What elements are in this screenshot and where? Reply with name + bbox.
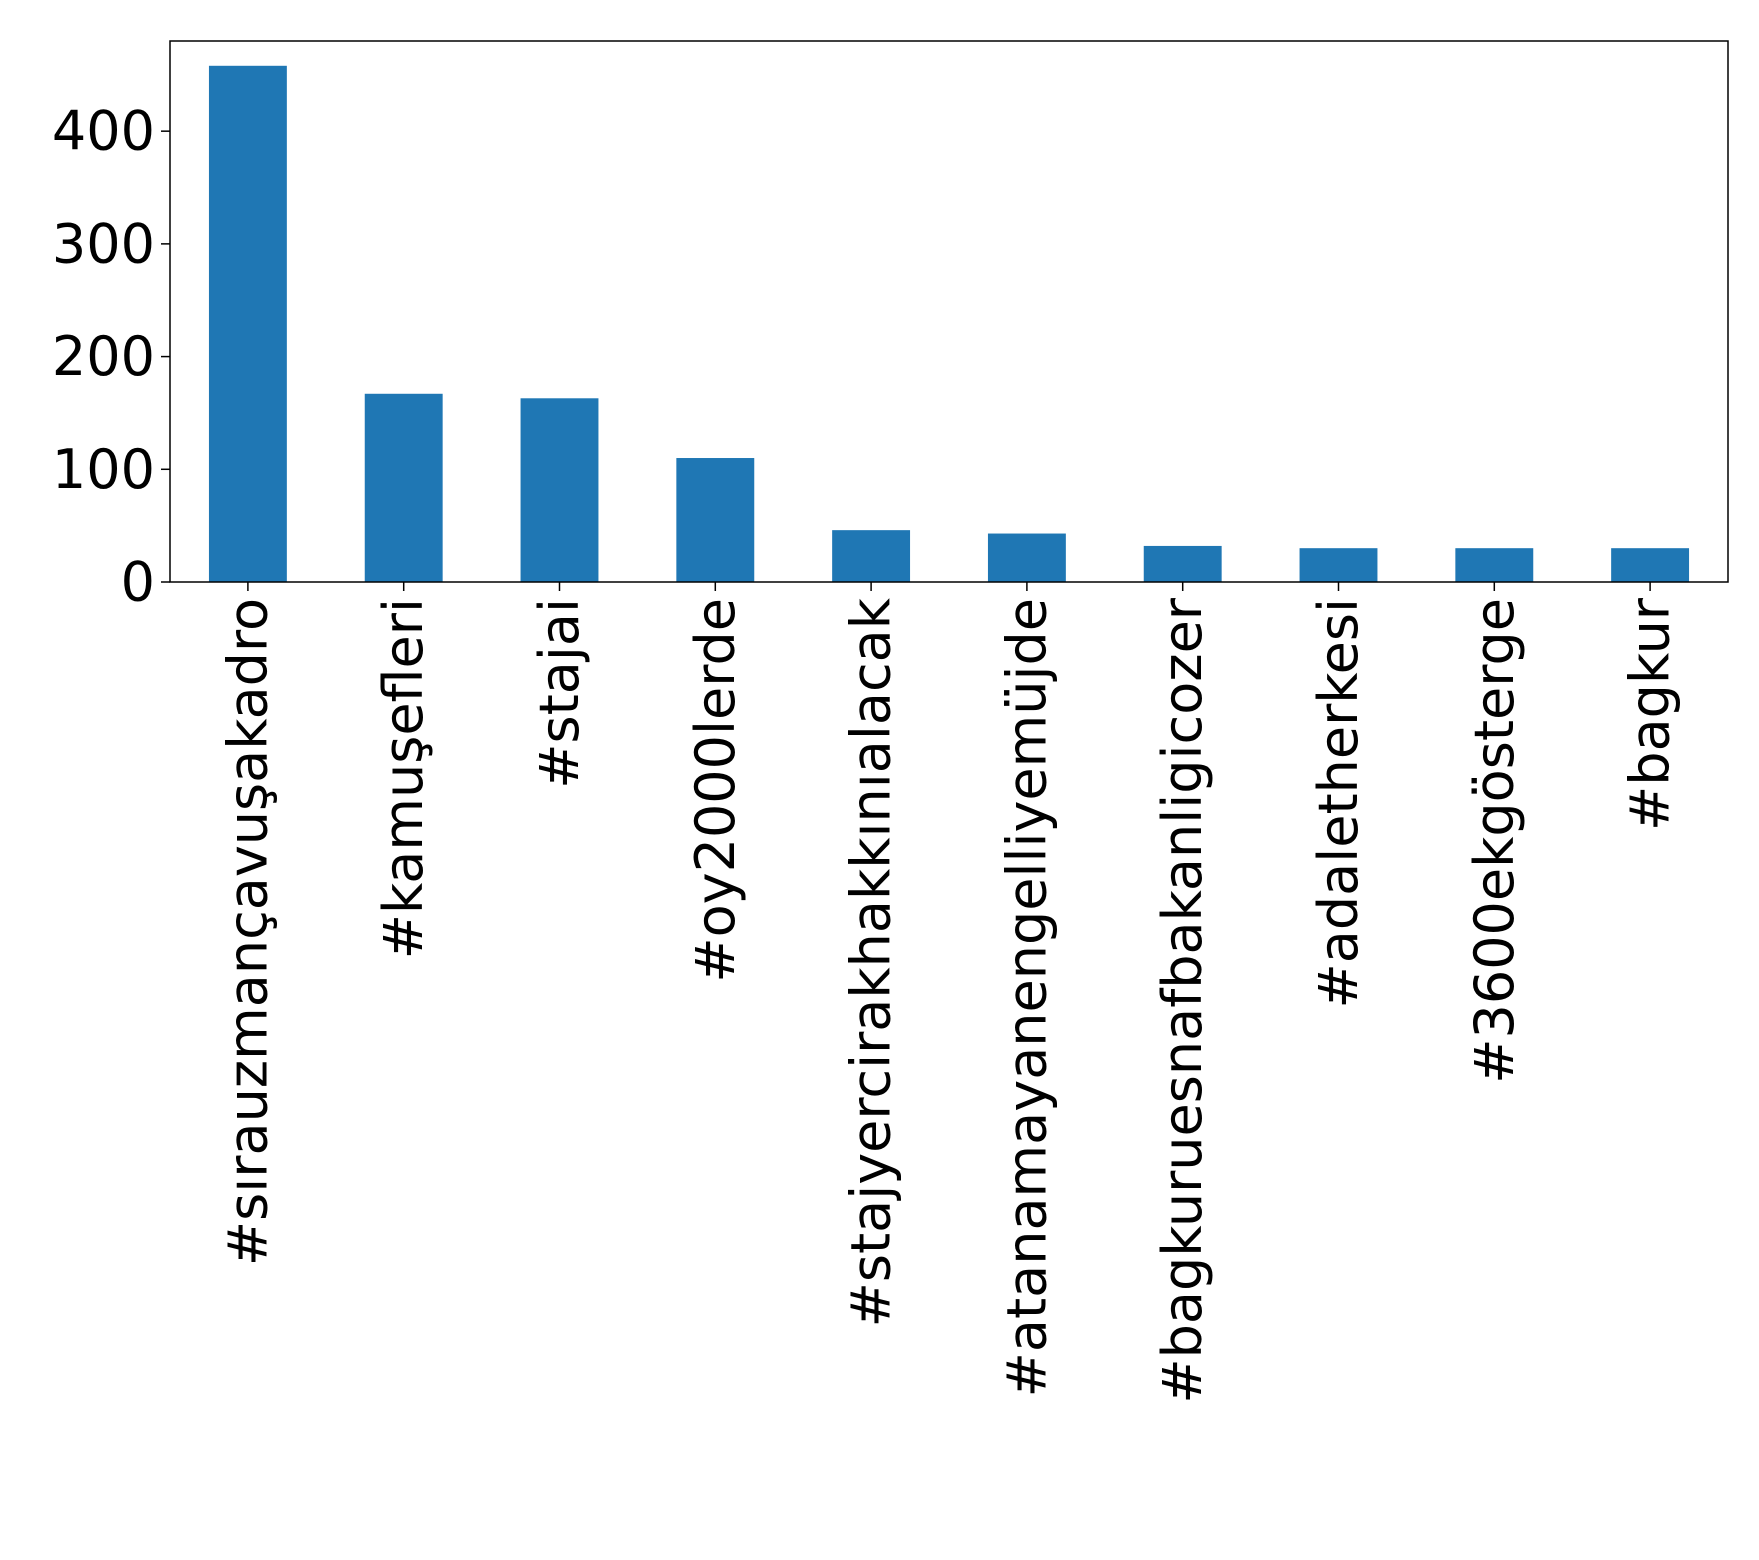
x-tick-label: #3600ekgösterge <box>1463 598 1526 1084</box>
x-tick-label: #bagkuruesnafbakanligicozer <box>1151 597 1214 1403</box>
y-tick-label: 300 <box>52 212 155 275</box>
y-tick-label: 200 <box>52 325 155 388</box>
x-tick-label: #sırauzmançavuşakadro <box>216 598 279 1266</box>
bars-layer <box>208 65 1690 582</box>
y-tick-label: 0 <box>121 551 155 614</box>
bar <box>208 65 287 582</box>
x-tick-label: #stajyercirakhakkınıalacak <box>840 597 903 1327</box>
bar <box>1455 548 1534 582</box>
x-tick-label: #oy2000lerde <box>684 598 747 983</box>
bar <box>832 530 911 582</box>
y-tick-label: 100 <box>52 438 155 501</box>
x-tick-label: #adaletherkesi <box>1307 598 1370 1008</box>
x-tick-label: #stajai <box>528 598 591 789</box>
y-axis: 0 100 200 300 400 <box>52 100 170 614</box>
bar <box>364 393 443 582</box>
bar <box>676 458 755 582</box>
y-tick-label: 400 <box>52 100 155 163</box>
bar <box>987 533 1066 582</box>
x-tick-label: #atanamayanengelliyemüjde <box>995 598 1058 1397</box>
bar <box>1611 548 1690 582</box>
bar <box>1299 548 1378 582</box>
plot-area-frame <box>169 40 1729 583</box>
bar <box>520 398 599 582</box>
x-tick-label: #bagkur <box>1619 597 1682 831</box>
x-axis: #sırauzmançavuşakadro #kamuşefleri #stajai… <box>216 582 1682 1404</box>
bar <box>1143 545 1222 582</box>
x-tick-label: #kamuşefleri <box>372 598 435 959</box>
